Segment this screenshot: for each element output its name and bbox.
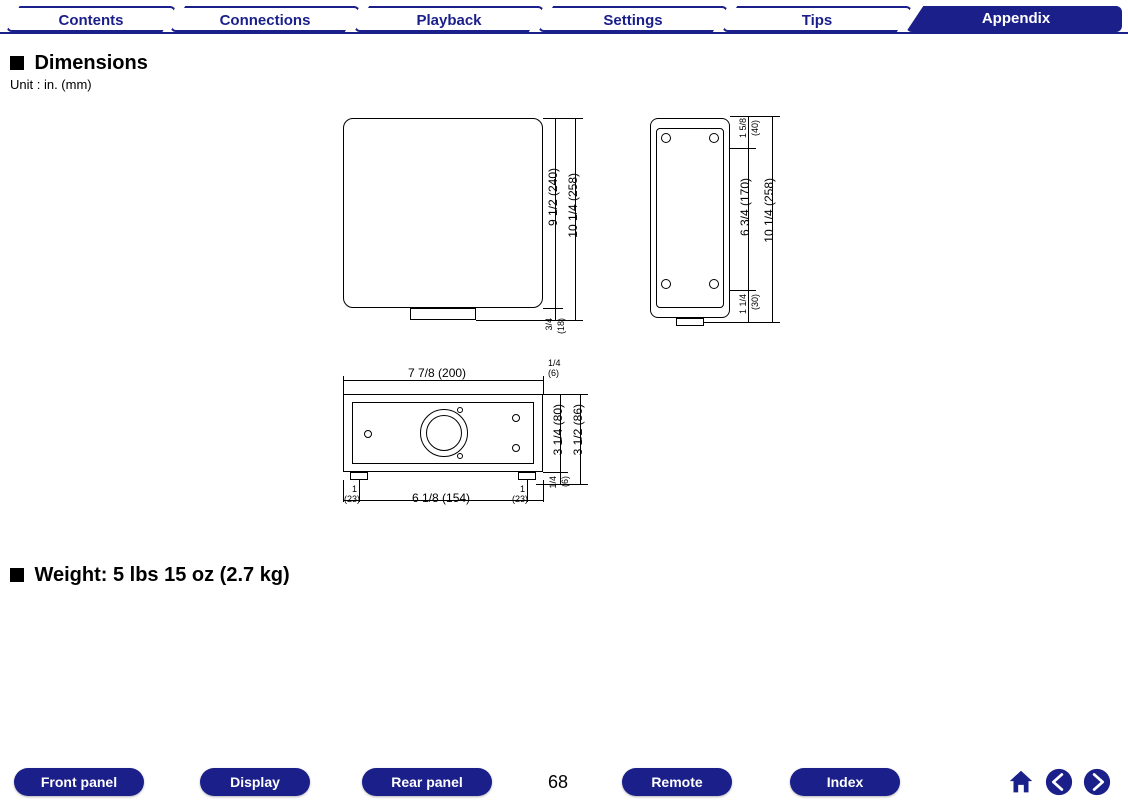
knob-inner <box>426 415 462 451</box>
unit-label: Unit : in. (mm) <box>10 77 148 92</box>
screw-hole <box>709 279 719 289</box>
top-tab-bar: Contents Connections Playback Settings T… <box>0 0 1128 38</box>
dim-label: 1 5/8 <box>738 118 748 138</box>
dimensions-diagram: 9 1/2 (240) 10 1/4 (258) 3/4 (18) 1 5/8 … <box>0 108 1128 598</box>
tab-settings[interactable]: Settings <box>538 6 728 32</box>
small-hole <box>457 453 463 459</box>
topview-foot <box>410 308 476 320</box>
small-hole <box>457 407 463 413</box>
tab-contents[interactable]: Contents <box>6 6 176 32</box>
tab-playback[interactable]: Playback <box>354 6 544 32</box>
dim-label: (23) <box>512 494 528 504</box>
screw-hole <box>661 279 671 289</box>
ext-line <box>343 380 543 381</box>
screw-hole <box>661 133 671 143</box>
ext-line <box>704 322 780 323</box>
frontview-foot <box>518 472 536 480</box>
dim-label: 6 3/4 (170) <box>738 178 752 236</box>
dim-label: 6 1/8 (154) <box>412 491 470 505</box>
ext-line <box>543 118 583 119</box>
nav-rear-panel[interactable]: Rear panel <box>362 768 492 796</box>
ext-line <box>543 394 588 395</box>
dim-label: 10 1/4 (258) <box>566 173 580 238</box>
dim-label: 1 1/4 <box>738 294 748 314</box>
tab-connections[interactable]: Connections <box>170 6 360 32</box>
arrow-left-icon[interactable] <box>1044 767 1074 797</box>
dim-label: 7 7/8 (200) <box>408 366 466 380</box>
tab-tips[interactable]: Tips <box>722 6 912 32</box>
ext-line <box>476 320 583 321</box>
dim-label: (23) <box>344 494 360 504</box>
dim-label: (6) <box>560 476 570 487</box>
dim-label: (18) <box>556 318 566 334</box>
dim-label: 3 1/2 (86) <box>571 404 585 455</box>
home-icon[interactable] <box>1006 767 1036 797</box>
dim-label: 1/4 <box>548 476 558 489</box>
nav-index[interactable]: Index <box>790 768 900 796</box>
bottom-nav: Front panel Display Rear panel 68 Remote… <box>0 768 1128 802</box>
screw-hole <box>709 133 719 143</box>
dim-label: 1/4 <box>548 358 561 368</box>
nav-display[interactable]: Display <box>200 768 310 796</box>
dim-label: 3/4 <box>544 318 554 331</box>
dim-label: 9 1/2 (240) <box>546 168 560 226</box>
dim-label: 1 <box>352 484 357 494</box>
bullet-icon <box>10 56 24 70</box>
ext-line <box>543 472 568 473</box>
dim-label: 1 <box>520 484 525 494</box>
ext-line <box>543 376 544 394</box>
small-hole <box>512 414 520 422</box>
section-dimensions: Dimensions Unit : in. (mm) <box>10 52 148 92</box>
dim-label: 3 1/4 (80) <box>551 404 565 455</box>
small-hole <box>512 444 520 452</box>
nav-front-panel[interactable]: Front panel <box>14 768 144 796</box>
ext-line <box>343 376 344 394</box>
ext-line <box>730 290 756 291</box>
ext-line <box>730 148 756 149</box>
heading-dimensions: Dimensions <box>34 52 147 74</box>
topview-body <box>343 118 543 308</box>
frontview-foot <box>350 472 368 480</box>
tab-appendix[interactable]: Appendix <box>906 6 1122 32</box>
arrow-right-icon[interactable] <box>1082 767 1112 797</box>
dim-label: (40) <box>750 120 760 136</box>
page-number: 68 <box>548 772 568 793</box>
sideview-foot <box>676 318 704 326</box>
ext-line <box>543 480 544 502</box>
dim-label: (30) <box>750 294 760 310</box>
nav-baseline <box>0 32 1128 34</box>
dim-label: 10 1/4 (258) <box>762 178 776 243</box>
ext-line <box>543 308 563 309</box>
dim-label: (6) <box>548 368 559 378</box>
small-hole <box>364 430 372 438</box>
nav-remote[interactable]: Remote <box>622 768 732 796</box>
